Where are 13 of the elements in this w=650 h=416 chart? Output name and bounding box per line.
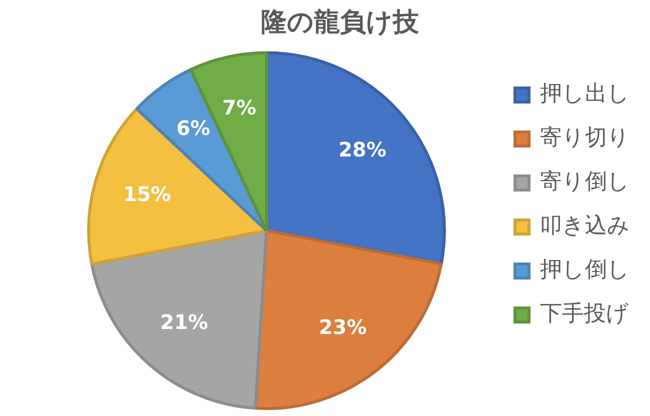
- legend-label: 寄り倒し: [540, 170, 630, 195]
- data-label: 6%: [176, 116, 210, 140]
- chart-title: 隆の龍負け技: [261, 7, 420, 38]
- legend-label: 寄り切り: [540, 126, 630, 151]
- data-label: 15%: [122, 182, 171, 206]
- data-label: 23%: [318, 315, 367, 340]
- legend-label: 下手投げ: [540, 302, 629, 327]
- legend-label: 叩き込み: [540, 214, 630, 239]
- data-label: 7%: [222, 95, 256, 120]
- legend-label: 押し倒し: [540, 258, 630, 283]
- data-label: 28%: [338, 137, 386, 162]
- data-label: 21%: [160, 310, 208, 334]
- legend-label: 押し出し: [540, 82, 630, 107]
